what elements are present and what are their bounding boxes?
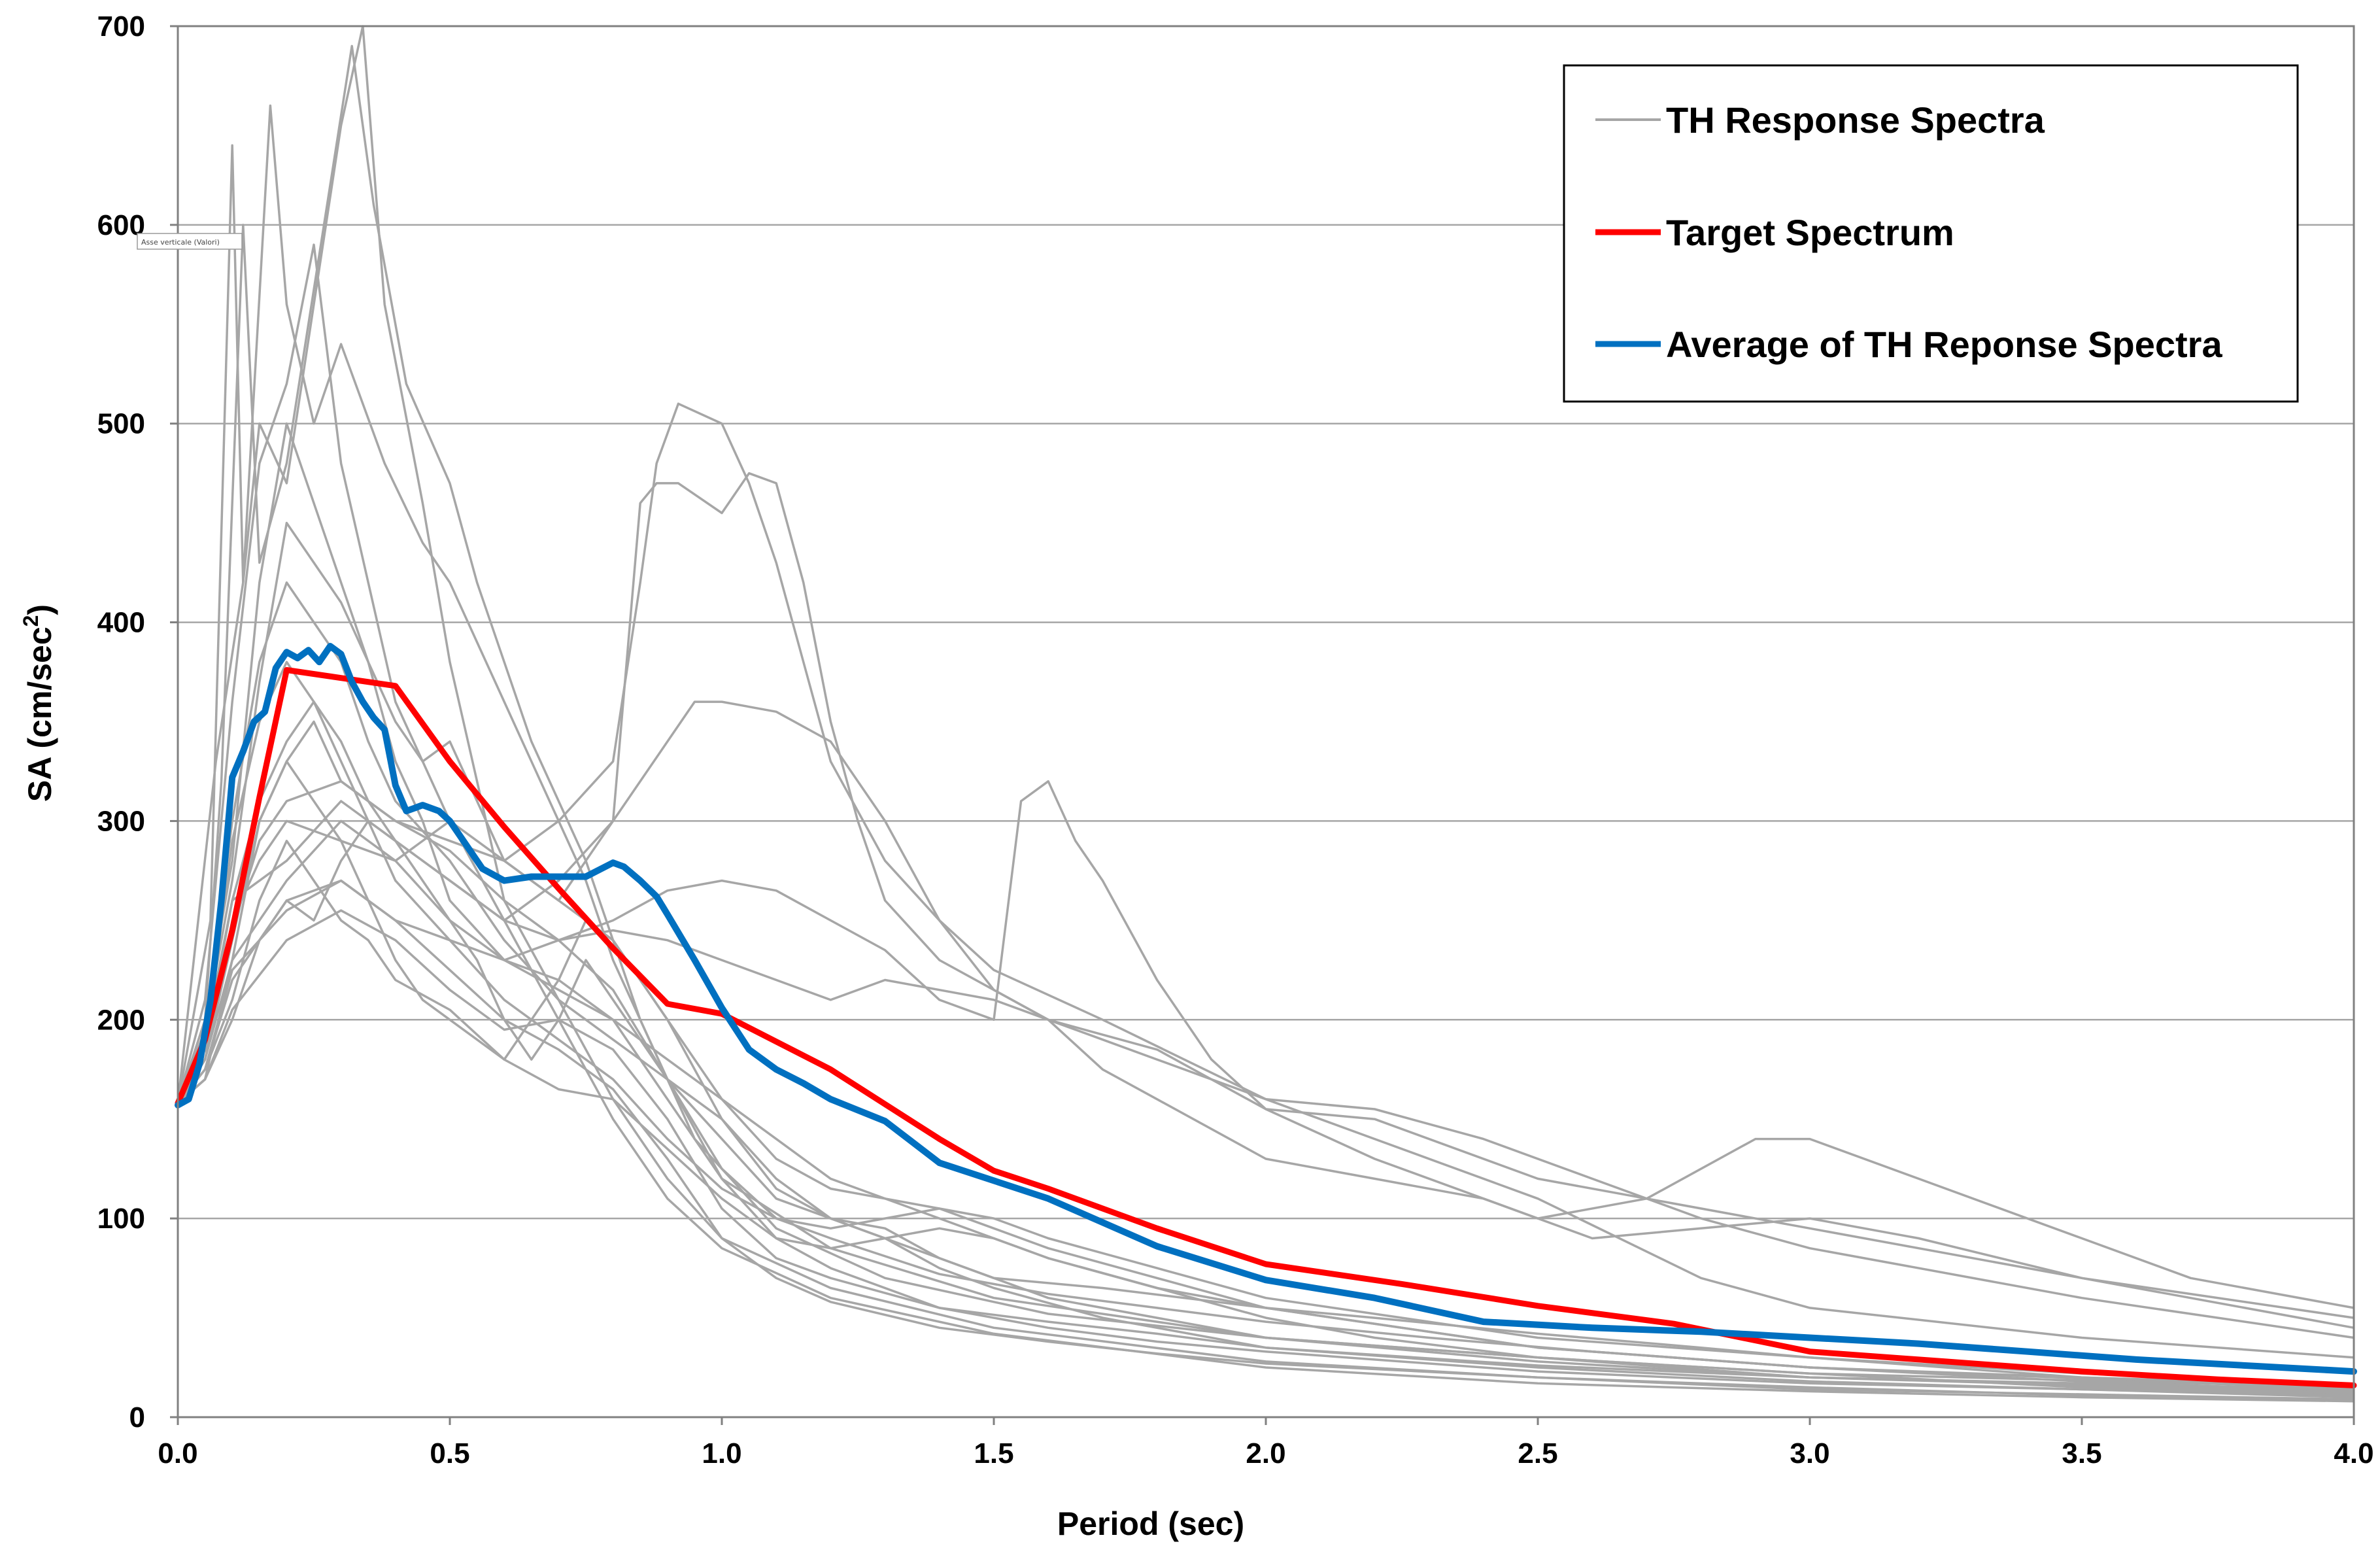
x-tick-label-2.0: 2.0: [1246, 1437, 1285, 1469]
x-tick-label-3.5: 3.5: [2062, 1437, 2101, 1469]
y-axis-title-suffix: ): [22, 604, 58, 615]
th-response-curve-7: [177, 780, 2354, 1309]
x-axis-ticks: 0.0 0.5 1.0 1.5 2.0 2.5 3.0 3.5 4.0: [158, 1417, 2374, 1469]
th-response-curve-20: [177, 780, 2354, 1387]
y-axis-title-superscript: 2: [19, 615, 42, 627]
x-tick-label-1.5: 1.5: [974, 1437, 1013, 1469]
th-response-curve-13: [177, 840, 2354, 1395]
th-response-curve-4: [177, 104, 2354, 1389]
target-spectrum-line: [175, 667, 2357, 1388]
y-tick-label-200: 200: [97, 1004, 145, 1036]
x-tick-label-0.5: 0.5: [430, 1437, 469, 1469]
th-response-curve-5: [177, 402, 2354, 1359]
y-tick-label-500: 500: [97, 408, 145, 440]
y-tick-label-100: 100: [97, 1203, 145, 1235]
th-response-curve-19: [177, 909, 2354, 1391]
y-axis-title-main: SA (cm/sec: [22, 627, 58, 802]
th-response-curve-9: [177, 581, 2354, 1395]
legend: TH Response Spectra Target Spectrum Aver…: [1563, 64, 2299, 403]
th-response-curve-18: [177, 879, 2354, 1401]
x-tick-label-1.0: 1.0: [702, 1437, 741, 1469]
axis-tooltip-box: [137, 233, 243, 250]
legend-label-average: Average of TH Reponse Spectra: [1666, 324, 2222, 365]
x-tick-label-0.0: 0.0: [158, 1437, 197, 1469]
average-spectrum-line: [175, 643, 2357, 1375]
th-response-curve-14: [177, 700, 2354, 1393]
y-tick-label-700: 700: [97, 10, 145, 43]
th-response-curve-15: [177, 521, 2354, 1397]
th-response-curves: [177, 25, 2354, 1403]
x-tick-label-4.0: 4.0: [2334, 1437, 2373, 1469]
y-tick-label-0: 0: [129, 1401, 145, 1434]
legend-box: [1563, 64, 2299, 403]
legend-label-th: TH Response Spectra: [1666, 99, 2045, 141]
th-response-curve-2: [177, 25, 2354, 1401]
y-tick-label-300: 300: [97, 805, 145, 837]
y-axis-title: SA (cm/sec2): [19, 604, 58, 802]
th-response-curve-16: [177, 661, 2354, 1339]
th-response-curve-12: [177, 760, 2354, 1399]
x-tick-label-3.0: 3.0: [1790, 1437, 1829, 1469]
average-spectrum-curve: [175, 643, 2357, 1375]
target-spectrum-curve: [175, 667, 2357, 1388]
axis-tooltip-text: Asse verticale (Valori): [141, 238, 220, 247]
th-response-curve-17: [177, 819, 2354, 1389]
y-tick-label-400: 400: [97, 607, 145, 639]
x-axis-title: Period (sec): [1057, 1505, 1244, 1542]
axis-tooltip: Asse verticale (Valori): [137, 233, 243, 250]
legend-label-target: Target Spectrum: [1666, 212, 1954, 253]
x-tick-label-2.5: 2.5: [1518, 1437, 1557, 1469]
